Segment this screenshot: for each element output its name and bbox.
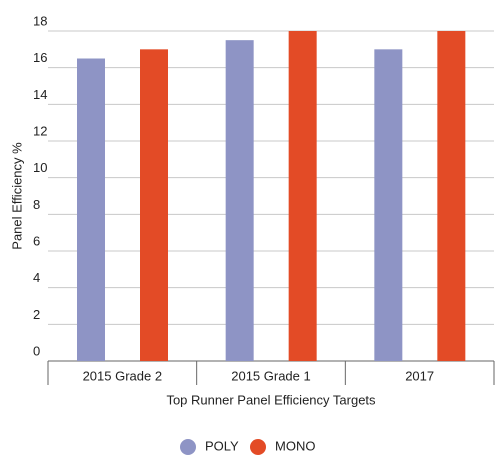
y-axis-label: Panel Efficiency % bbox=[9, 142, 24, 250]
y-tick-label: 16 bbox=[33, 50, 47, 65]
x-tick-label: 2017 bbox=[405, 368, 434, 383]
legend-swatch bbox=[180, 439, 196, 455]
y-tick-label: 2 bbox=[33, 307, 40, 322]
y-tick-label: 18 bbox=[33, 13, 47, 28]
bar bbox=[225, 40, 254, 362]
x-tick-label: 2015 Grade 1 bbox=[231, 368, 311, 383]
legend-label: POLY bbox=[205, 438, 239, 453]
y-tick-label: 0 bbox=[33, 343, 40, 358]
x-tick-label: 2015 Grade 2 bbox=[83, 368, 163, 383]
bar bbox=[437, 31, 466, 361]
y-tick-label: 10 bbox=[33, 160, 47, 175]
y-tick-label: 12 bbox=[33, 123, 47, 138]
bar bbox=[288, 31, 317, 361]
bar bbox=[140, 49, 168, 361]
legend-swatch bbox=[250, 439, 266, 455]
bar bbox=[374, 49, 403, 361]
y-tick-label: 4 bbox=[33, 270, 40, 285]
legend-label: MONO bbox=[275, 438, 315, 453]
y-tick-label: 8 bbox=[33, 197, 40, 212]
x-axis-label: Top Runner Panel Efficiency Targets bbox=[166, 392, 376, 407]
bar bbox=[77, 58, 105, 361]
y-tick-label: 6 bbox=[33, 233, 40, 248]
y-tick-label: 14 bbox=[33, 87, 47, 102]
